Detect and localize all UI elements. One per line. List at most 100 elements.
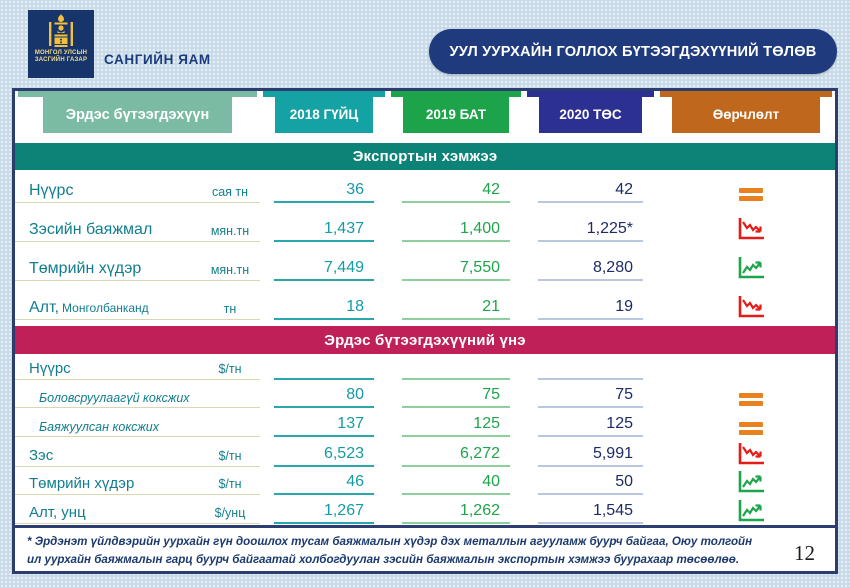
value-cell-2019: 75	[388, 386, 524, 408]
government-logo: МОНГОЛ УЛСЫН ЗАСГИЙН ГАЗАР	[28, 10, 94, 78]
value-2020: 8,280	[538, 259, 643, 281]
tab-strip	[391, 91, 521, 97]
product-name: Төмрийн хүдэр	[15, 475, 200, 495]
value-2019: 7,550	[402, 259, 510, 281]
value-2018: 7,449	[274, 259, 374, 281]
trend-down-icon	[738, 218, 764, 240]
value-cell-2019: 42	[388, 181, 524, 203]
table-row: Баяжуулсан коксжих 137 125 125	[15, 411, 835, 440]
value-cell-2019: 125	[388, 415, 524, 437]
value-cell-2018: 137	[260, 415, 388, 437]
trend-cell	[657, 215, 835, 242]
value-2019: 40	[402, 473, 510, 495]
product-name: Нүүрс	[15, 182, 200, 203]
footnote-text: * Эрдэнэт үйлдвэрийн уурхайн гүн доошлох…	[27, 535, 753, 566]
unit-label: $/тн	[200, 362, 260, 380]
trend-down-icon	[738, 296, 764, 318]
table-row: Нүүрс сая тн 36 42 42	[15, 170, 835, 209]
logo-caption-line2: ЗАСГИЙН ГАЗАР	[34, 57, 88, 63]
unit-label: $/тн	[200, 449, 260, 467]
trend-equal-icon	[739, 393, 763, 406]
trend-equal-icon	[739, 421, 763, 435]
value-2018: 80	[274, 386, 374, 408]
value-2018: 46	[274, 473, 374, 495]
product-name-text: Нүүрс	[29, 359, 71, 377]
trend-cell	[657, 420, 835, 437]
value-cell-2020: 125	[524, 415, 657, 437]
trend-cell	[657, 254, 835, 281]
column-header-label: 2020 ТӨС	[539, 97, 642, 133]
column-header-change: Өөрчлөлт	[657, 91, 835, 133]
page-number: 12	[794, 541, 815, 565]
unit-label: мян.тн	[200, 224, 260, 242]
value-cell-2018: 36	[260, 181, 388, 203]
table-row: Зэс $/тн 6,523 6,272 5,991	[15, 440, 835, 469]
value-cell-2020: 1,545	[524, 502, 657, 524]
table-row: Алт, Монголбанканд тн 18 21 19	[15, 287, 835, 326]
ministry-name: САНГИЙН ЯАМ	[104, 52, 211, 67]
trend-cell	[657, 293, 835, 320]
product-name: Нүүрс	[15, 360, 200, 380]
value-cell-2018: 7,449	[260, 259, 388, 281]
product-name: Боловсруулаагүй коксжих	[15, 391, 200, 408]
unit-label: сая тн	[200, 185, 260, 203]
product-name: Алт, Монголбанканд	[15, 299, 200, 320]
value-2020: 1,225*	[538, 220, 643, 242]
table-row: Төмрийн хүдэр мян.тн 7,449 7,550 8,280	[15, 248, 835, 287]
value-2018: 1,437	[274, 220, 374, 242]
value-cell-2018: 46	[260, 473, 388, 495]
column-header-label: 2019 БАТ	[403, 97, 509, 133]
column-header-label: 2018 ГҮЙЦ	[275, 97, 373, 133]
value-cell-2019	[388, 364, 524, 380]
column-header-2020: 2020 ТӨС	[524, 91, 657, 133]
product-name-text: Зэсийн баяжмал	[29, 221, 153, 238]
value-2019: 42	[402, 181, 510, 203]
value-2020: 19	[538, 298, 643, 320]
page-title: УУЛ УУРХАЙН ГОЛЛОХ БҮТЭЭГДЭХҮҮНИЙ ТӨЛӨВ	[429, 29, 837, 74]
value-cell-2020: 1,225*	[524, 220, 657, 242]
value-2020: 1,545	[538, 502, 643, 524]
table-row: Төмрийн хүдэр $/тн 46 40 50	[15, 468, 835, 497]
product-name: Баяжуулсан коксжих	[15, 420, 200, 437]
value-cell-2020: 75	[524, 386, 657, 408]
tab-strip	[263, 91, 385, 97]
value-cell-2020: 8,280	[524, 259, 657, 281]
table-row: Алт, унц $/унц 1,267 1,262 1,545	[15, 497, 835, 526]
value-2020: 75	[538, 386, 643, 408]
value-cell-2020: 19	[524, 298, 657, 320]
unit-label: $/унц	[200, 506, 260, 524]
value-cell-2019: 6,272	[388, 445, 524, 467]
value-2019: 75	[402, 386, 510, 408]
soyombo-emblem-icon	[49, 14, 73, 47]
value-cell-2019: 21	[388, 298, 524, 320]
value-cell-2019: 7,550	[388, 259, 524, 281]
value-2018: 1,267	[274, 502, 374, 524]
value-cell-2018: 18	[260, 298, 388, 320]
trend-equal-icon	[739, 188, 763, 201]
column-header-products: Эрдэс бүтээгдэхүүн	[15, 91, 260, 133]
value-2020: 125	[538, 415, 643, 437]
value-2019: 6,272	[402, 445, 510, 467]
footnote-panel: * Эрдэнэт үйлдвэрийн уурхайн гүн доошлох…	[12, 525, 838, 574]
value-2018: 6,523	[274, 445, 374, 467]
value-2019: 21	[402, 298, 510, 320]
product-name-text: Боловсруулаагүй коксжих	[39, 391, 190, 405]
table-row: Зэсийн баяжмал мян.тн 1,437 1,400 1,225*	[15, 209, 835, 248]
value-cell-2019: 40	[388, 473, 524, 495]
tab-strip	[18, 91, 257, 97]
value-cell-2020	[524, 364, 657, 380]
section-band: Эрдэс бүтээгдэхүүний үнэ	[15, 326, 835, 354]
product-name-text: Алт, унц	[29, 503, 86, 521]
tab-strip	[527, 91, 654, 97]
product-name: Алт, унц	[15, 504, 200, 524]
trend-cell	[657, 497, 835, 524]
value-2020: 5,991	[538, 445, 643, 467]
product-name-text: Төмрийн хүдэр	[29, 475, 135, 492]
value-cell-2019: 1,400	[388, 220, 524, 242]
value-2020: 50	[538, 473, 643, 495]
column-header-2018: 2018 ГҮЙЦ	[260, 91, 388, 133]
value-2019	[402, 364, 510, 380]
value-cell-2020: 50	[524, 473, 657, 495]
column-header-label: Эрдэс бүтээгдэхүүн	[43, 97, 232, 133]
